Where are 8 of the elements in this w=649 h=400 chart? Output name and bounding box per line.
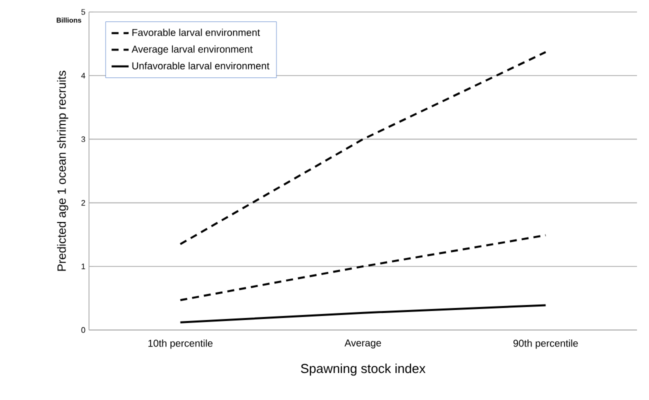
x-axis-title: Spawning stock index bbox=[300, 364, 426, 376]
x-tick-label: Average bbox=[344, 339, 382, 348]
x-tick-label: 90th percentile bbox=[513, 340, 578, 349]
y-axis-title: Predicted age 1 ocean shrimp recruits bbox=[57, 70, 68, 271]
legend-label: Unfavorable larval environment bbox=[132, 62, 270, 70]
legend-label: Favorable larval environment bbox=[132, 28, 260, 36]
x-tick-label: 10th percentile bbox=[148, 340, 213, 349]
legend-label: Average larval environment bbox=[132, 45, 253, 55]
